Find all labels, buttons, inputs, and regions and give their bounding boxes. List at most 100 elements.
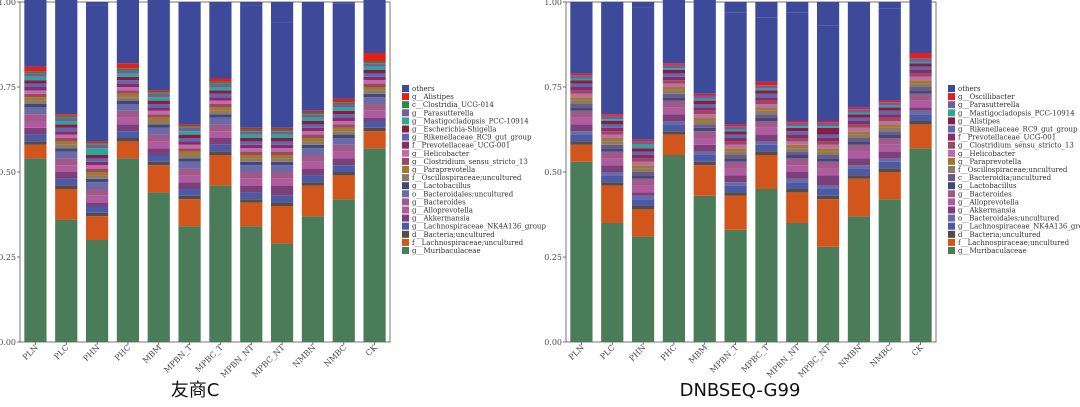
legend-label: g__Mastigocladopsis_PCC-10914 (412, 117, 529, 125)
bar-segment (693, 114, 716, 118)
bar-segment (724, 138, 747, 142)
bar-segment (301, 127, 325, 132)
bar-segment (240, 172, 263, 179)
bar-segment (116, 97, 140, 101)
bar-segment (786, 189, 809, 193)
bar-segment (570, 93, 593, 98)
bar-segment (24, 127, 47, 135)
bar-segment (693, 98, 716, 101)
bar-segment (363, 70, 386, 74)
bar-segment (755, 107, 778, 111)
bar-segment (178, 131, 201, 135)
bar-segment (24, 83, 47, 87)
y-tick-label: 0.50 (544, 168, 562, 177)
bar-segment (85, 161, 109, 166)
bar-segment (693, 107, 716, 111)
bar-segment (332, 172, 355, 176)
bar-segment (570, 100, 593, 104)
bar-segment (270, 165, 294, 172)
bar-segment (693, 161, 716, 166)
bar-segment (270, 172, 294, 179)
bar-segment (786, 155, 809, 159)
bar-segment (147, 121, 170, 125)
bar-segment (878, 172, 901, 200)
bar-segment (878, 124, 901, 128)
bar-segment (24, 134, 47, 142)
bar-segment (55, 124, 78, 128)
legend-label: others (958, 85, 981, 93)
legend-swatch (948, 166, 955, 173)
bar-segment (755, 189, 778, 342)
bar-segment (631, 185, 655, 193)
bar-segment (116, 68, 140, 70)
bar-segment (332, 110, 355, 115)
bar-segment (847, 168, 871, 176)
bar-segment (909, 53, 932, 59)
bar-segment (601, 114, 624, 116)
legend-swatch (402, 198, 409, 206)
bar-segment (363, 131, 386, 149)
bar-segment (816, 161, 840, 169)
bar-segment (570, 161, 593, 342)
bar-segment (116, 93, 140, 98)
bar-segment (209, 2, 232, 11)
bar-segment (85, 178, 109, 183)
bar-segment (301, 168, 325, 176)
bar-segment (55, 148, 78, 152)
bar-segment (631, 155, 655, 159)
bar-segment (631, 168, 655, 172)
bar-segment (55, 189, 78, 220)
bar-segment (816, 25, 840, 121)
bar-segment (301, 155, 325, 162)
bar-segment (909, 61, 932, 64)
legend-label: g__Clostridium_sensu_stricto_13 (412, 158, 528, 166)
bar-segment (909, 83, 932, 87)
bar-segment (662, 70, 686, 74)
y-tick-label: 0.75 (0, 83, 16, 92)
bar-segment (147, 110, 170, 115)
bar-segment (786, 141, 809, 145)
bar-segment (270, 243, 294, 342)
bar-segment (116, 141, 140, 159)
bar-segment (332, 144, 355, 152)
bar-segment (270, 161, 294, 166)
bar-segment (909, 121, 932, 125)
bar-segment (786, 2, 809, 13)
legend-label: f__Oscillospiraceae;uncultured (958, 166, 1068, 174)
bar-segment (55, 121, 78, 125)
bar-segment (878, 121, 901, 125)
legend-label: f__Lachnospiraceae;uncultured (412, 239, 524, 247)
bar-segment (662, 134, 686, 155)
bar-segment (240, 161, 263, 166)
bar-segment (878, 131, 901, 135)
legend-label: g__Mastigocladopsis_PCC-10914 (958, 109, 1075, 117)
bar-segment (363, 127, 386, 132)
bar-segment (693, 93, 716, 96)
bar-segment (116, 110, 140, 118)
bar-segment (178, 1, 201, 125)
bar-segment (909, 110, 932, 115)
bar-segment (116, 73, 140, 77)
bar-segment (147, 93, 170, 98)
bar-segment (55, 0, 78, 115)
bar-segment (240, 141, 263, 145)
bar-segment (363, 104, 386, 111)
bar-segment (909, 58, 932, 62)
bar-segment (693, 117, 716, 121)
bar-segment (847, 1, 871, 108)
bar-segment (116, 158, 140, 342)
bar-segment (724, 131, 747, 135)
bar-segment (85, 212, 109, 217)
bar-segment (301, 185, 325, 217)
bar-segment (55, 178, 78, 186)
bar-segment (755, 104, 778, 108)
bar-segment (270, 129, 294, 132)
bar-segment (209, 151, 232, 155)
legend-label: g__Clostridium_sensu_stricto_13 (958, 142, 1074, 150)
legend-label: g__Muribaculaceae (412, 247, 481, 255)
legend-swatch (402, 101, 409, 109)
bar-segment (786, 121, 809, 123)
bar-segment (147, 155, 170, 162)
bar-segment (24, 141, 47, 145)
